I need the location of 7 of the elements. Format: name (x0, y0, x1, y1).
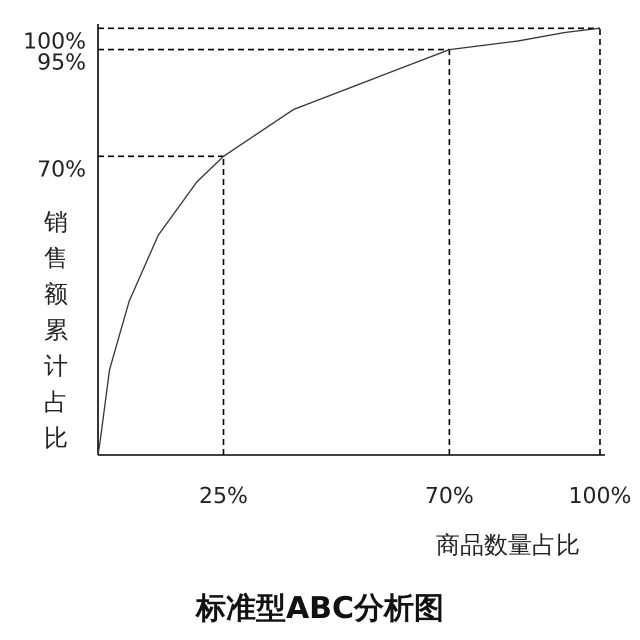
x-tick-label: 100% (568, 484, 632, 509)
y-axis-title: 销售额累计占比 (43, 208, 68, 452)
text: 标准型ABC分析图 (194, 591, 444, 626)
x-axis-title: 商品数量占比 (436, 531, 580, 559)
x-tick-label: 70% (424, 484, 474, 509)
x-tick-label: 25% (199, 484, 248, 509)
y-tick-label: 70% (37, 157, 86, 182)
